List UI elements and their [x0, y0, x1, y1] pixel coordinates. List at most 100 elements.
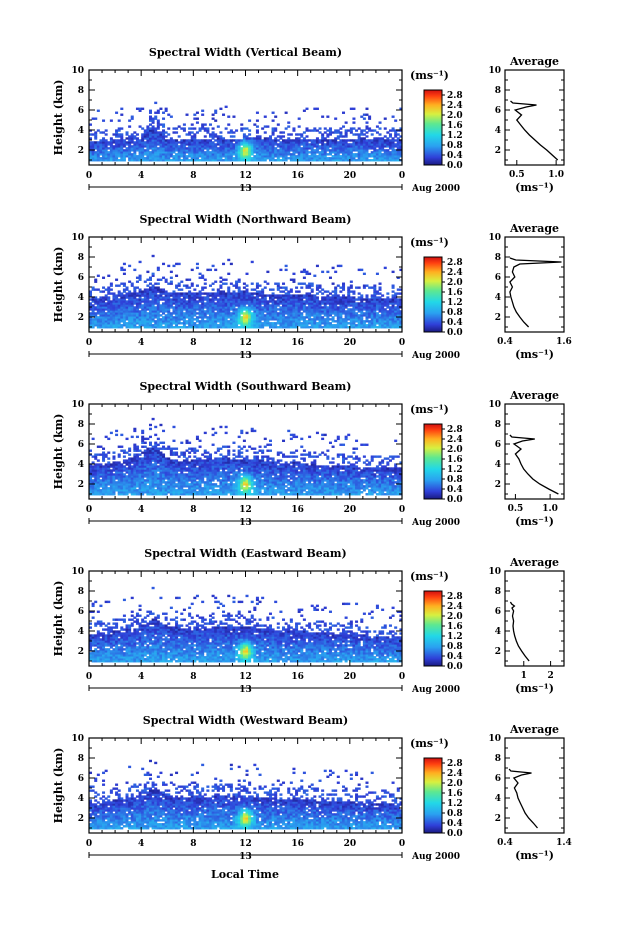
heatmap-cell	[206, 127, 210, 130]
heatmap-cell	[96, 465, 100, 468]
heatmap-cell	[128, 473, 132, 476]
heatmap-cell	[162, 453, 166, 456]
heatmap-cell	[109, 308, 113, 311]
heatmap-cell	[172, 300, 176, 303]
heatmap-cell	[159, 131, 163, 134]
heatmap-cell	[268, 310, 272, 313]
heatmap-cell	[339, 145, 343, 148]
heatmap-cell	[284, 304, 288, 307]
heatmap-cell	[206, 147, 210, 150]
heatmap-cell	[386, 320, 390, 323]
heatmap-cell	[182, 455, 186, 458]
heatmap-cell	[323, 131, 327, 134]
heatmap-cell	[203, 306, 207, 309]
heatmap-cell	[201, 141, 205, 144]
heatmap-cell	[276, 312, 280, 315]
heatmap-cell	[328, 326, 332, 329]
heatmap-cell	[109, 282, 113, 285]
heatmap-cell	[138, 153, 142, 156]
heatmap-cell	[198, 151, 202, 154]
heatmap-cell	[156, 310, 160, 313]
heatmap-cell	[146, 318, 150, 321]
heatmap-cell	[362, 145, 366, 148]
heatmap-cell	[133, 467, 137, 470]
heatmap-cell	[323, 153, 327, 156]
heatmap-cell	[219, 135, 223, 138]
heatmap-cell	[279, 314, 283, 317]
heatmap-cell	[94, 463, 98, 466]
heatmap-cell	[242, 324, 246, 327]
heatmap-cell	[112, 304, 116, 307]
heatmap-cell	[381, 310, 385, 313]
heatmap-cell	[310, 312, 314, 315]
heatmap-cell	[297, 145, 301, 148]
heatmap-cell	[284, 264, 288, 268]
heatmap-cell	[391, 157, 395, 160]
heatmap-cell	[305, 107, 309, 110]
heatmap-cell	[237, 288, 241, 291]
heatmap-cell	[331, 296, 335, 299]
heatmap-cell	[349, 300, 353, 303]
heatmap-cell	[156, 473, 160, 476]
heatmap-cell	[216, 318, 220, 321]
heatmap-cell	[188, 479, 192, 482]
heatmap-cell	[362, 153, 366, 156]
heatmap-cell	[146, 145, 150, 148]
heatmap-cell	[253, 300, 257, 303]
heatmap-cell	[122, 304, 126, 307]
heatmap-cell	[242, 133, 246, 136]
heatmap-cell	[120, 292, 124, 295]
heatmap-cell	[258, 322, 262, 325]
heatmap-cell	[91, 117, 95, 120]
heatmap-cell	[274, 310, 278, 313]
heatmap-cell	[117, 298, 121, 301]
heatmap-cell	[177, 322, 181, 325]
heatmap-cell	[159, 296, 163, 299]
heatmap-cell	[342, 322, 346, 325]
heatmap-cell	[229, 135, 233, 138]
heatmap-cell	[375, 292, 379, 295]
heatmap-cell	[396, 137, 400, 140]
heatmap-cell	[349, 151, 353, 154]
heatmap-cell	[143, 153, 147, 156]
heatmap-cell	[125, 316, 129, 319]
heatmap-cell	[151, 457, 155, 460]
heatmap-cell	[315, 296, 319, 299]
heatmap-cell	[271, 149, 275, 152]
heatmap-cell	[156, 121, 160, 124]
heatmap-cell	[107, 288, 111, 291]
heatmap-cell	[156, 491, 160, 494]
heatmap-cell	[201, 127, 205, 130]
heatmap-cell	[208, 155, 212, 158]
heatmap-cell	[248, 292, 252, 295]
heatmap-cell	[339, 131, 343, 134]
heatmap-cell	[315, 304, 319, 307]
heatmap-cell	[167, 282, 171, 285]
heatmap-cell	[146, 284, 150, 287]
heatmap-cell	[274, 129, 278, 132]
heatmap-cell	[336, 155, 340, 158]
heatmap-cell	[287, 298, 291, 301]
heatmap-cell	[224, 278, 228, 281]
heatmap-cell	[399, 155, 403, 158]
heatmap-cell	[214, 320, 218, 323]
heatmap-cell	[138, 125, 142, 128]
heatmap-cell	[112, 308, 116, 311]
heatmap-cell	[162, 479, 166, 482]
heatmap-cell	[167, 457, 171, 460]
heatmap-cell	[151, 121, 155, 124]
heatmap-cell	[201, 324, 205, 327]
heatmap-cell	[195, 147, 199, 150]
heatmap-cell	[331, 312, 335, 315]
heatmap-cell	[112, 469, 116, 472]
heatmap-cell	[193, 310, 197, 313]
heatmap-cell	[109, 489, 113, 492]
heatmap-cell	[94, 479, 98, 482]
heatmap-cell	[383, 300, 387, 303]
heatmap-cell	[89, 487, 93, 490]
heatmap-cell	[109, 312, 113, 315]
heatmap-cell	[240, 149, 244, 152]
heatmap-cell	[203, 123, 207, 126]
heatmap-cell	[109, 473, 113, 476]
heatmap-cell	[203, 155, 207, 158]
